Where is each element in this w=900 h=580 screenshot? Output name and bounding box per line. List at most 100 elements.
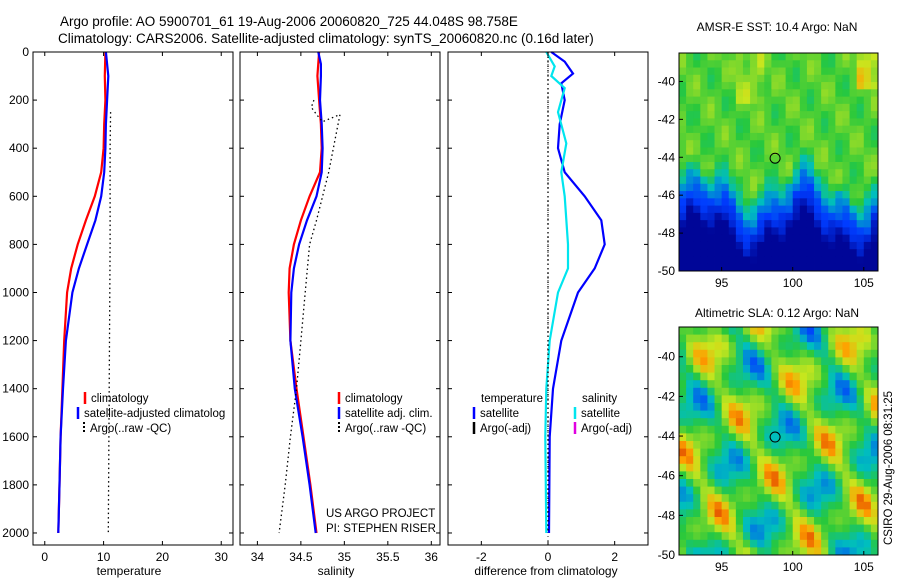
altimetric-sla-map-cell — [707, 387, 715, 396]
altimetric-sla-map-cell — [771, 501, 779, 510]
altimetric-sla-map-cell — [714, 349, 723, 358]
legend-header-salinity: salinity — [582, 393, 617, 405]
amsr-sst-map-cell — [728, 256, 737, 265]
altimetric-sla-map-cell — [856, 418, 865, 427]
amsr-sst-map-cell — [686, 103, 694, 112]
altimetric-sla-map-cell — [849, 410, 858, 419]
altimetric-sla-map-cell — [842, 471, 850, 480]
amsr-sst-map-cell — [849, 183, 858, 192]
amsr-sst-map-cell — [856, 118, 865, 127]
altimetric-sla-map-cell — [785, 410, 794, 419]
altimetric-sla-map-cell — [707, 372, 715, 381]
amsr-sst-map-cell — [870, 140, 879, 148]
amsr-sst-map-cell — [735, 191, 744, 199]
amsr-sst-map-cell — [735, 96, 744, 105]
altimetric-sla-map-cell — [863, 327, 872, 335]
amsr-sst-map-cell — [799, 176, 808, 185]
amsr-sst-map-cell — [835, 205, 843, 214]
amsr-sst-map-cell — [835, 227, 843, 236]
altimetric-sla-map-cell — [721, 486, 730, 495]
altimetric-sla-map-cell — [835, 501, 843, 510]
altimetric-sla-map-cell — [728, 486, 737, 495]
altimetric-sla-map-cell — [806, 456, 815, 465]
altimetric-sla-map-cell — [814, 494, 822, 503]
amsr-sst-map-cell — [792, 60, 801, 68]
amsr-sst-map-cell — [764, 256, 772, 265]
altimetric-sla-map-cell — [821, 532, 829, 541]
amsr-sst-map-cell — [750, 103, 758, 112]
amsr-sst-map-cell — [757, 60, 765, 68]
altimetric-sla-map-cell — [814, 372, 822, 381]
altimetric-sla-map-cell — [728, 349, 737, 358]
altimetric-sla-map-cell — [679, 403, 687, 411]
altimetric-sla-map-cell — [778, 532, 787, 541]
altimetric-sla-map-cell — [757, 357, 765, 366]
amsr-sst-map-cell — [750, 125, 758, 134]
altimetric-sla-map: Altimetric SLA: 0.12 Argo: NaN 95 100 105-… — [658, 306, 879, 574]
amsr-sst-map-cell — [728, 183, 737, 192]
amsr-sst-map-cell — [828, 96, 836, 105]
altimetric-sla-map-cell — [799, 524, 808, 533]
altimetric-sla-map-cell — [714, 403, 723, 411]
altimetric-sla-map-cell — [750, 365, 758, 373]
altimetric-sla-map-cell — [799, 479, 808, 487]
altimetric-sla-map-cell — [721, 547, 730, 556]
amsr-sst-map-cell — [771, 82, 779, 90]
altimetric-sla-map-cell — [835, 395, 843, 404]
altimetric-sla-map-cell — [821, 418, 829, 427]
amsr-sst-map-cell — [771, 89, 779, 97]
altimetric-sla-map-cell — [735, 380, 744, 389]
altimetric-sla-map-ytick-label: -40 — [658, 350, 676, 364]
amsr-sst-map-cell — [778, 176, 787, 185]
amsr-sst-map-cell — [757, 154, 765, 163]
amsr-sst-map-cell — [750, 212, 758, 221]
difference-series-0 — [547, 51, 606, 534]
amsr-sst-map-cell — [686, 198, 694, 206]
temperature-xtick-label: 10 — [97, 550, 111, 564]
amsr-sst-map-cell — [757, 198, 765, 206]
amsr-sst-map-cell — [693, 147, 701, 156]
altimetric-sla-map-cell — [821, 342, 829, 351]
altimetric-sla-map-cell — [792, 357, 801, 366]
amsr-sst-map-cell — [764, 74, 772, 83]
amsr-sst-map-cell — [849, 89, 858, 97]
amsr-sst-map-cell — [686, 154, 694, 163]
altimetric-sla-map-cell — [714, 441, 723, 449]
altimetric-sla-map-cell — [785, 357, 794, 366]
amsr-sst-map-cell — [842, 234, 850, 243]
amsr-sst-map-cell — [764, 212, 772, 221]
altimetric-sla-map-cell — [750, 349, 758, 358]
amsr-sst-map-cell — [806, 125, 815, 134]
amsr-sst-map-cell — [856, 220, 865, 228]
amsr-sst-map-cell — [835, 212, 843, 221]
amsr-sst-map-cell — [863, 147, 872, 156]
altimetric-sla-map-cell — [686, 532, 694, 541]
amsr-sst-map-cell — [771, 147, 779, 156]
altimetric-sla-map-cell — [821, 357, 829, 366]
altimetric-sla-map-cell — [799, 395, 808, 404]
amsr-sst-map-cell — [700, 256, 708, 265]
altimetric-sla-map-cell — [828, 342, 836, 351]
amsr-sst-map-cell — [799, 125, 808, 134]
amsr-sst-map-cell — [714, 132, 723, 141]
altimetric-sla-map-cell — [693, 524, 701, 533]
amsr-sst-map-cell — [870, 227, 879, 236]
altimetric-sla-map-cell — [814, 456, 822, 465]
altimetric-sla-map-cell — [821, 372, 829, 381]
altimetric-sla-map-cell — [757, 479, 765, 487]
altimetric-sla-map-cell — [849, 479, 858, 487]
altimetric-sla-map-cell — [828, 433, 836, 442]
altimetric-sla-map-cell — [742, 349, 751, 358]
amsr-sst-map-cell — [835, 132, 843, 141]
amsr-sst-map-cell — [686, 183, 694, 192]
altimetric-sla-map-cell — [856, 342, 865, 351]
amsr-sst-map-cell — [778, 67, 787, 76]
altimetric-sla-map-cell — [792, 410, 801, 419]
altimetric-sla-map-cell — [792, 387, 801, 396]
amsr-sst-map-cell — [700, 140, 708, 148]
altimetric-sla-map-cell — [700, 327, 708, 335]
amsr-sst-map-cell — [835, 220, 843, 228]
altimetric-sla-map-cell — [679, 494, 687, 503]
amsr-sst-map-cell — [764, 198, 772, 206]
altimetric-sla-map-cell — [842, 425, 850, 434]
